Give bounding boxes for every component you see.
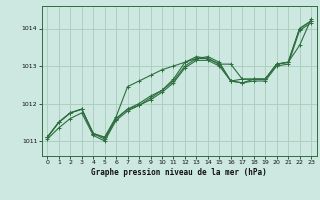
X-axis label: Graphe pression niveau de la mer (hPa): Graphe pression niveau de la mer (hPa) — [91, 168, 267, 177]
